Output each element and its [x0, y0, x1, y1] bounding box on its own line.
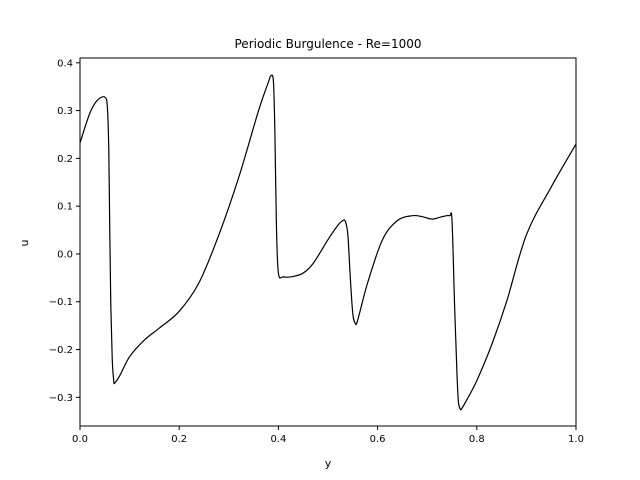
y-tick-label: −0.3 — [49, 393, 73, 404]
plot-area — [79, 74, 577, 411]
y-tick-label: 0.4 — [57, 58, 73, 69]
y-tick-label: 0.2 — [57, 154, 73, 165]
x-tick-label: 0.2 — [171, 434, 187, 445]
x-tick-label: 0.6 — [370, 434, 386, 445]
y-tick-label: −0.1 — [49, 297, 73, 308]
y-tick-label: 0.3 — [57, 106, 73, 117]
x-axis-label: y — [325, 457, 332, 470]
series-line — [79, 74, 577, 411]
y-tick-label: 0.1 — [57, 202, 73, 213]
x-tick-label: 0.4 — [270, 434, 286, 445]
x-tick-label: 0.8 — [469, 434, 485, 445]
x-axis: 0.0 0.2 0.4 0.6 0.8 1.0 — [72, 426, 584, 445]
y-axis: −0.3 −0.2 −0.1 0.0 0.1 0.2 0.3 0.4 — [49, 58, 80, 404]
plot-frame — [79, 57, 577, 427]
chart-title: Periodic Burgulence - Re=1000 — [235, 37, 422, 51]
x-tick-label: 1.0 — [568, 434, 584, 445]
x-tick-label: 0.0 — [72, 434, 88, 445]
y-tick-label: −0.2 — [49, 345, 73, 356]
y-axis-label: u — [18, 240, 31, 247]
y-tick-label: 0.0 — [57, 249, 73, 260]
